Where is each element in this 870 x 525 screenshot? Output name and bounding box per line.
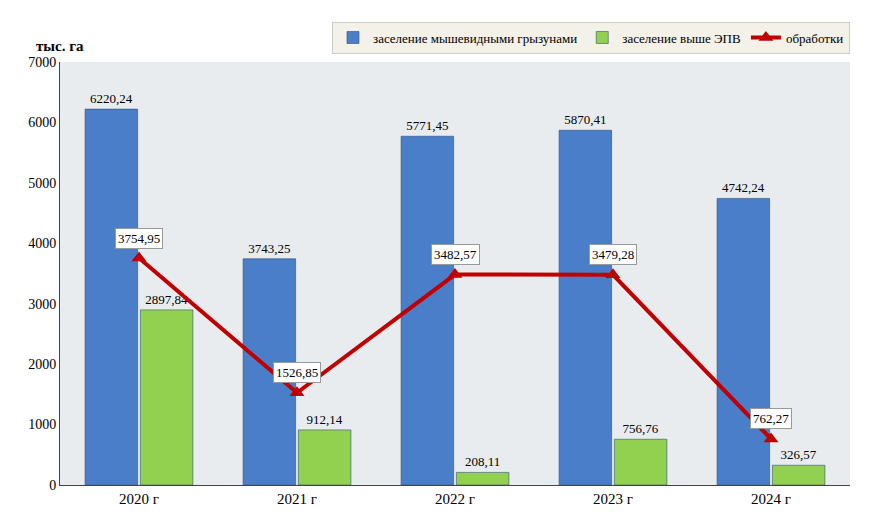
svg-text:2000: 2000 — [28, 357, 56, 372]
svg-text:2022 г: 2022 г — [435, 491, 475, 507]
svg-text:4000: 4000 — [28, 236, 56, 251]
svg-text:912,14: 912,14 — [307, 412, 343, 427]
svg-text:3482,57: 3482,57 — [434, 247, 477, 262]
svg-text:4742,24: 4742,24 — [722, 180, 765, 195]
svg-text:6220,24: 6220,24 — [90, 91, 133, 106]
svg-text:5870,41: 5870,41 — [564, 112, 606, 127]
svg-text:0: 0 — [49, 478, 56, 493]
svg-text:326,57: 326,57 — [781, 447, 817, 462]
svg-text:7000: 7000 — [28, 55, 56, 70]
svg-text:3743,25: 3743,25 — [248, 241, 290, 256]
svg-text:5000: 5000 — [28, 176, 56, 191]
svg-text:заселение мышевидными грызунам: заселение мышевидными грызунами — [373, 31, 577, 46]
svg-text:3754,95: 3754,95 — [118, 231, 160, 246]
svg-text:762,27: 762,27 — [753, 411, 789, 426]
svg-text:2023 г: 2023 г — [593, 491, 633, 507]
svg-text:208,11: 208,11 — [465, 454, 500, 469]
svg-text:3479,28: 3479,28 — [592, 247, 634, 262]
svg-text:3000: 3000 — [28, 297, 56, 312]
svg-text:2021 г: 2021 г — [277, 491, 317, 507]
svg-text:2024 г: 2024 г — [751, 491, 791, 507]
svg-text:2897,84: 2897,84 — [145, 292, 188, 307]
svg-text:заселение выше ЭПВ: заселение выше ЭПВ — [622, 31, 741, 46]
svg-text:1526,85: 1526,85 — [276, 365, 318, 380]
svg-text:тыс. га: тыс. га — [36, 38, 84, 54]
svg-text:обработки: обработки — [786, 31, 843, 46]
svg-text:6000: 6000 — [28, 115, 56, 130]
svg-text:2020 г: 2020 г — [119, 491, 159, 507]
svg-text:5771,45: 5771,45 — [406, 118, 448, 133]
svg-text:1000: 1000 — [28, 417, 56, 432]
svg-text:756,76: 756,76 — [623, 421, 659, 436]
